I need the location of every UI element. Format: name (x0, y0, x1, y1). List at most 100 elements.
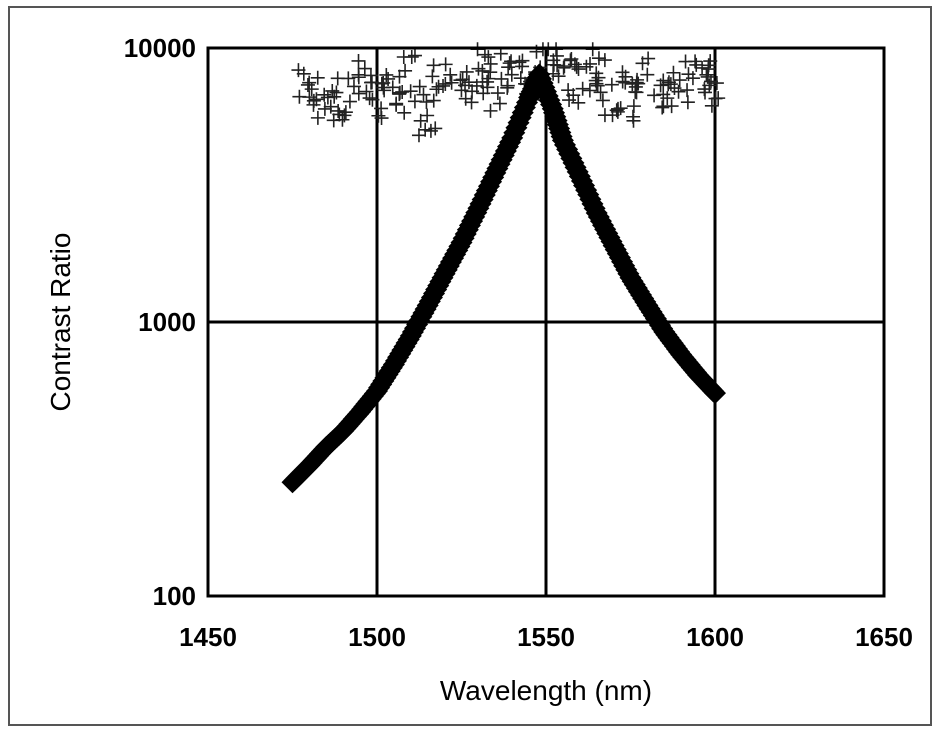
plus-point (701, 62, 716, 77)
plus-point (371, 108, 386, 123)
plus-point (500, 78, 515, 93)
plus-point (310, 110, 325, 125)
plus-point (604, 77, 619, 92)
plus-point (306, 93, 321, 108)
plus-point (483, 65, 498, 80)
y-tick-labels: 100 1000 10000 (124, 33, 196, 611)
plus-point (443, 67, 458, 82)
x-tick-labels: 1450 1500 1550 1600 1650 (179, 622, 913, 652)
plus-point (351, 53, 366, 68)
plus-point (647, 88, 662, 103)
plus-point (309, 92, 324, 107)
plus-point (480, 74, 495, 89)
plus-point (481, 71, 496, 86)
y-tick-label: 10000 (124, 33, 196, 63)
plus-point (504, 67, 519, 82)
plus-point (640, 67, 655, 82)
plus-point (419, 95, 434, 110)
plus-point (471, 61, 486, 76)
diamond-point (704, 382, 726, 405)
plus-point (671, 84, 686, 99)
x-tick-label: 1550 (517, 622, 575, 652)
plus-point (579, 59, 594, 74)
plus-point (697, 82, 712, 97)
plus-point (672, 73, 687, 88)
plus-point (302, 75, 317, 90)
plus-point (711, 91, 726, 106)
plus-point (546, 53, 561, 68)
plus-point (389, 96, 404, 111)
plus-point (346, 79, 361, 94)
plus-point (661, 75, 676, 90)
plus-point (341, 71, 356, 86)
plus-point (397, 105, 412, 120)
plus-point (338, 105, 353, 120)
plus-point (359, 84, 374, 99)
plus-point (377, 83, 392, 98)
grid-lines (208, 48, 884, 596)
plus-point (593, 85, 608, 100)
plus-point (464, 95, 479, 110)
plus-point (444, 75, 459, 90)
plus-point (571, 62, 586, 77)
plus-point (655, 100, 670, 115)
plus-point (660, 91, 675, 106)
plus-point (376, 75, 391, 90)
plus-point (385, 80, 400, 95)
plus-point (556, 60, 571, 75)
plus-point (492, 96, 507, 111)
plus-point (323, 99, 338, 114)
plus-point (680, 95, 695, 110)
plus-point (504, 54, 519, 69)
plus-point (416, 87, 431, 102)
plus-point (438, 57, 453, 72)
plus-point (494, 71, 509, 86)
plus-point (374, 111, 389, 126)
plus-point (425, 69, 440, 84)
plus-point (426, 93, 441, 108)
y-axis-label: Contrast Ratio (45, 233, 76, 412)
y-tick-label: 100 (153, 581, 196, 611)
plus-point (438, 76, 453, 91)
plus-point (626, 99, 641, 114)
plus-point (423, 123, 438, 138)
plus-point (635, 56, 650, 71)
plus-point (561, 83, 576, 98)
plus-point (429, 82, 444, 97)
plus-point (591, 70, 606, 85)
plus-point (564, 52, 579, 67)
plus-point (420, 108, 435, 123)
plus-point (362, 91, 377, 106)
plus-point (597, 53, 612, 68)
plus-point (610, 104, 625, 119)
x-tick-label: 1500 (348, 622, 406, 652)
plus-point (589, 76, 604, 91)
plus-point (404, 50, 419, 65)
plus-point (365, 92, 380, 107)
plus-point (695, 60, 710, 75)
plus-point (515, 59, 530, 74)
plus-point (329, 85, 344, 100)
plus-point (625, 109, 640, 124)
plus-point (392, 69, 407, 84)
x-tick-label: 1650 (855, 622, 913, 652)
plus-point (481, 50, 496, 65)
plot-area (206, 46, 886, 598)
plus-point (310, 70, 325, 85)
plus-point (317, 101, 332, 116)
plus-point (418, 122, 433, 137)
plus-point (664, 99, 679, 114)
plus-point (412, 79, 427, 94)
plus-point (703, 74, 718, 89)
plus-point (685, 71, 700, 86)
y-tick-label: 1000 (138, 307, 196, 337)
plus-point (666, 65, 681, 80)
plus-point (680, 83, 695, 98)
plus-point (411, 128, 426, 143)
plus-point (317, 87, 332, 102)
diamond-series (281, 63, 726, 494)
plus-point (459, 64, 474, 79)
plus-point (458, 91, 473, 106)
plus-point (296, 66, 311, 81)
